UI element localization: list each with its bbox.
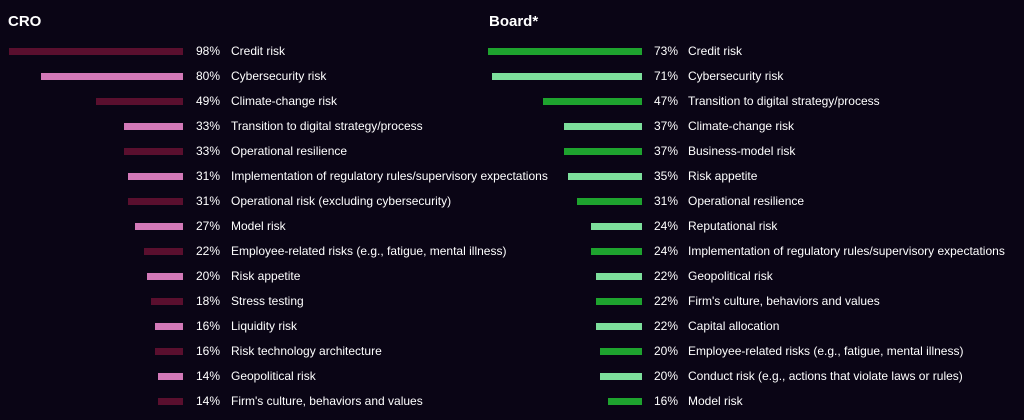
board-value-label: 24% [653, 244, 678, 258]
board-value-label: 20% [653, 344, 678, 358]
board-value-label: 35% [653, 169, 678, 183]
board-value-label: 22% [653, 269, 678, 283]
board-category-label: Risk appetite [688, 169, 758, 183]
board-value-label: 22% [653, 294, 678, 308]
cro-category-label: Stress testing [231, 294, 304, 308]
cro-value-label: 16% [195, 319, 220, 333]
cro-category-label: Operational risk (excluding cybersecurit… [231, 194, 452, 208]
cro-bar [151, 298, 183, 305]
cro-value-label: 49% [195, 94, 220, 108]
board-value-label: 37% [653, 144, 678, 158]
board-bar [596, 323, 642, 330]
board-bar [568, 173, 642, 180]
board-bar [564, 123, 642, 130]
board-category-label: Implementation of regulatory rules/super… [688, 244, 1005, 258]
board-bar [608, 398, 642, 405]
cro-value-label: 14% [195, 369, 220, 383]
cro-bar [9, 48, 183, 55]
board-value-label: 22% [653, 319, 678, 333]
board-category-label: Model risk [688, 394, 743, 408]
board-value-label: 31% [653, 194, 678, 208]
cro-bar [128, 198, 183, 205]
cro-bar [96, 98, 183, 105]
cro-bar [158, 398, 183, 405]
board-category-label: Firm's culture, behaviors and values [688, 294, 880, 308]
board-category-label: Reputational risk [688, 219, 778, 233]
cro-category-label: Model risk [231, 219, 286, 233]
board-value-label: 71% [653, 69, 678, 83]
board-category-label: Conduct risk (e.g., actions that violate… [688, 369, 963, 383]
cro-value-label: 80% [195, 69, 220, 83]
cro-category-label: Implementation of regulatory rules/super… [231, 169, 548, 183]
board-bar [543, 98, 642, 105]
cro-category-label: Climate-change risk [231, 94, 338, 108]
board-value-label: 47% [653, 94, 678, 108]
board-category-label: Business-model risk [688, 144, 796, 158]
cro-bar [41, 73, 183, 80]
board-bar [488, 48, 642, 55]
board-bar [600, 348, 642, 355]
cro-category-label: Transition to digital strategy/process [231, 119, 423, 133]
cro-bar [158, 373, 183, 380]
cro-category-label: Risk appetite [231, 269, 301, 283]
board-category-label: Geopolitical risk [688, 269, 773, 283]
board-bar [600, 373, 642, 380]
cro-value-label: 33% [195, 119, 220, 133]
board-category-label: Cybersecurity risk [688, 69, 784, 83]
cro-category-label: Risk technology architecture [231, 344, 382, 358]
cro-bar [124, 148, 183, 155]
board-chart: Board* 73% Credit risk 71% Cybersecurity ri… [480, 0, 1024, 420]
board-category-label: Climate-change risk [688, 119, 795, 133]
cro-bar [128, 173, 183, 180]
cro-value-label: 22% [195, 244, 220, 258]
cro-bar [135, 223, 183, 230]
board-category-label: Credit risk [688, 44, 743, 58]
board-value-label: 73% [653, 44, 678, 58]
cro-category-label: Credit risk [231, 44, 286, 58]
board-bar [564, 148, 642, 155]
cro-value-label: 31% [195, 194, 220, 208]
cro-chart-title: CRO [8, 13, 42, 30]
cro-value-label: 98% [195, 44, 220, 58]
cro-category-label: Liquidity risk [231, 319, 298, 333]
cro-value-label: 20% [195, 269, 220, 283]
cro-value-label: 33% [195, 144, 220, 158]
board-bar [492, 73, 642, 80]
cro-bar [147, 273, 183, 280]
cro-value-label: 31% [195, 169, 220, 183]
cro-bar [155, 348, 183, 355]
board-value-label: 20% [653, 369, 678, 383]
board-value-label: 16% [653, 394, 678, 408]
board-bar [596, 298, 642, 305]
board-category-label: Capital allocation [688, 319, 780, 333]
board-bar [591, 248, 642, 255]
cro-value-label: 14% [195, 394, 220, 408]
cro-category-label: Operational resilience [231, 144, 348, 158]
board-chart-title: Board* [489, 13, 539, 30]
cro-value-label: 18% [195, 294, 220, 308]
cro-category-label: Firm's culture, behaviors and values [231, 394, 423, 408]
cro-bar [124, 123, 183, 130]
board-bar [577, 198, 642, 205]
board-category-label: Operational resilience [688, 194, 805, 208]
board-bar [591, 223, 642, 230]
board-category-label: Transition to digital strategy/process [688, 94, 880, 108]
board-value-label: 24% [653, 219, 678, 233]
cro-bar [144, 248, 183, 255]
cro-bar [155, 323, 183, 330]
cro-category-label: Employee-related risks (e.g., fatigue, m… [231, 244, 507, 258]
cro-category-label: Cybersecurity risk [231, 69, 327, 83]
board-category-label: Employee-related risks (e.g., fatigue, m… [688, 344, 964, 358]
cro-chart: CRO 98% Credit risk 80% Cybersecurity risk 4… [0, 0, 548, 420]
board-value-label: 37% [653, 119, 678, 133]
cro-value-label: 27% [195, 219, 220, 233]
cro-category-label: Geopolitical risk [231, 369, 316, 383]
cro-value-label: 16% [195, 344, 220, 358]
board-bar [596, 273, 642, 280]
